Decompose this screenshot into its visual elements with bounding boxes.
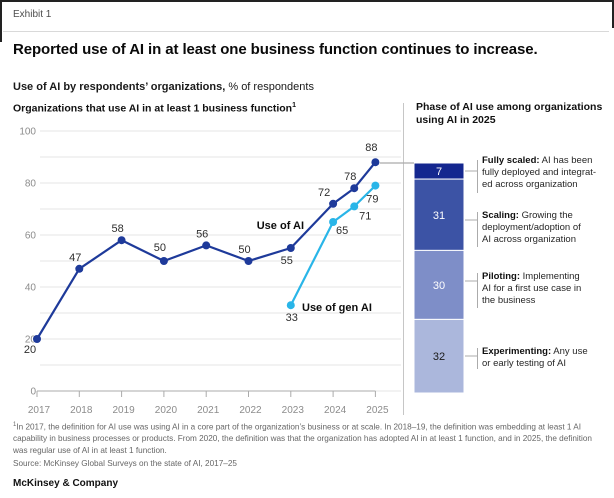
y-tick-label: 60: [25, 231, 37, 242]
series-line: [36, 161, 377, 340]
series-name-label: Use of gen AI: [302, 302, 372, 314]
phase-bar-value: 7: [436, 166, 442, 178]
data-point: [33, 335, 41, 343]
data-point-label: 56: [196, 228, 208, 240]
y-tick-label: 0: [30, 387, 36, 398]
data-point: [117, 236, 126, 245]
data-point-label: 78: [344, 171, 356, 183]
y-tick-label: 40: [25, 283, 37, 294]
footnote: 1In 2017, the definition for AI use was …: [13, 422, 592, 455]
phase-bar-segment: [413, 318, 465, 394]
data-point-label: 55: [281, 255, 293, 267]
phase-description: Growing the deployment/adoption of AI ac…: [482, 210, 581, 246]
page-left-border: [0, 0, 2, 42]
phase-bar-value: 30: [433, 280, 445, 292]
data-point-label: 79: [366, 194, 378, 206]
header-divider: [3, 31, 609, 32]
x-tick-label: 2025: [366, 405, 389, 416]
data-point-label: 47: [69, 252, 81, 264]
phase-legend-item: Experimenting: Any use or early testing …: [482, 346, 610, 370]
phase-bar-segment: [413, 178, 465, 251]
x-tick-label: 2024: [324, 405, 347, 416]
line-chart-title: Organizations that use AI in at least 1 …: [13, 102, 296, 115]
phase-term: Experimenting:: [482, 346, 552, 357]
data-point: [202, 241, 211, 250]
page-title: Reported use of AI in at least one busin…: [13, 41, 538, 58]
data-point: [286, 301, 295, 310]
data-point: [75, 264, 84, 273]
phase-panel-heading: Phase of AI use among organizations usin…: [416, 101, 603, 127]
phase-term: Scaling:: [482, 210, 519, 221]
y-tick-label: 100: [19, 127, 36, 138]
data-point: [286, 244, 295, 252]
page-right-border: [612, 0, 614, 28]
phase-legend-item: Piloting: Implementing AI for a first us…: [482, 271, 610, 307]
data-point: [350, 184, 359, 193]
data-point: [371, 181, 380, 190]
phase-legend-item: Scaling: Growing the deployment/adoption…: [482, 210, 610, 246]
data-point: [371, 158, 380, 167]
data-point-label: 65: [336, 225, 348, 237]
data-point-label: 58: [111, 223, 123, 235]
data-point: [159, 257, 168, 265]
phase-description: AI has been fully deployed and integrat-…: [482, 155, 597, 191]
x-tick-label: 2023: [282, 405, 305, 416]
x-tick-label: 2020: [155, 405, 178, 416]
series-line: [289, 184, 377, 306]
x-tick-label: 2018: [70, 405, 93, 416]
data-point-label: 88: [365, 142, 377, 154]
series-name-label: Use of AI: [257, 220, 304, 232]
phase-bar-segment: [413, 249, 465, 320]
source-line: Source: McKinsey Global Surveys on the s…: [13, 459, 237, 468]
data-point-label: 72: [318, 187, 330, 199]
x-tick-label: 2021: [197, 405, 220, 416]
x-tick-label: 2019: [112, 405, 135, 416]
phase-term: Fully scaled:: [482, 155, 540, 166]
footnote-marker-ref: 1: [292, 102, 296, 109]
y-tick-label: 80: [25, 179, 37, 190]
data-point-label: 20: [24, 344, 36, 356]
mckinsey-brand: McKinsey & Company: [13, 478, 119, 489]
page-top-border: [0, 0, 614, 2]
phase-bar-value: 32: [433, 351, 445, 363]
phase-description: Any use or early testing of AI: [482, 346, 588, 370]
data-point: [244, 257, 253, 265]
data-point: [350, 202, 359, 211]
phase-term: Piloting:: [482, 271, 520, 282]
x-tick-label: 2017: [28, 405, 51, 416]
exhibit-label: Exhibit 1: [13, 9, 52, 20]
chart-subtitle: Use of AI by respondents’ organizations,…: [13, 81, 314, 93]
phase-description: Implementing AI for a first use case in …: [482, 271, 582, 307]
data-point-label: 33: [286, 312, 298, 324]
phase-legend-item: Fully scaled: AI has been fully deployed…: [482, 155, 610, 191]
data-point: [329, 199, 338, 208]
chart-subtitle-bold: Use of AI by respondents’ organizations,: [13, 81, 226, 93]
data-point-label: 50: [154, 242, 166, 254]
data-point: [329, 218, 338, 226]
chart-subtitle-units: % of respondents: [225, 81, 314, 93]
data-point-label: 50: [238, 244, 250, 256]
phase-bar-value: 31: [433, 210, 445, 222]
y-tick-label: 20: [25, 335, 37, 346]
x-tick-label: 2022: [239, 405, 262, 416]
data-point-label: 71: [359, 210, 371, 222]
